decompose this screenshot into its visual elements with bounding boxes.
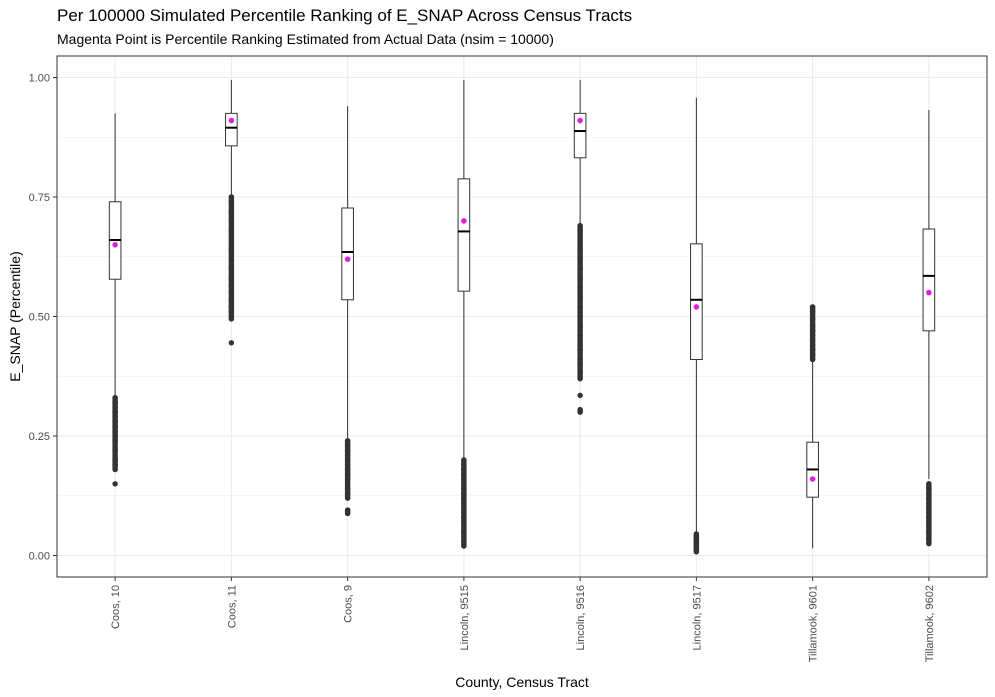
box-iqr [690,243,703,361]
actual-data-point [809,476,816,482]
axis-layer: 0.00 0.25 0.50 0.75 1.00 Coos, 10 Coos, 11 Coos… [29,73,936,663]
x-tick-label: Tillamook, 9601 [808,585,820,662]
x-tick-label: Coos, 10 [110,585,122,629]
box-group [457,79,471,549]
box-group [108,113,122,487]
outlier-point [577,392,583,399]
box-group [225,79,238,346]
box-iqr [573,112,587,159]
box-group [806,304,819,549]
actual-data-point [112,242,118,248]
box-iqr [225,112,238,147]
x-tick-label: Coos, 9 [343,585,355,623]
chart-title: Per 100000 Simulated Percentile Ranking … [57,6,633,25]
box-iqr [922,228,936,332]
grid-layer [57,56,987,577]
chart-subtitle: Magenta Point is Percentile Ranking Esti… [57,31,554,47]
y-tick-label: 0.25 [29,431,50,443]
x-tick-label: Coos, 11 [226,585,238,628]
box-group [922,110,936,547]
y-tick-label: 1.00 [29,73,50,85]
x-tick-label: Lincoln, 9516 [575,585,587,650]
box-group [690,97,703,555]
box-iqr [457,178,471,292]
y-axis-title: E_SNAP (Percentile) [7,251,23,381]
box-layer [108,79,936,555]
y-tick-label: 0.75 [29,192,50,204]
x-tick-label: Lincoln, 9515 [459,585,471,650]
x-tick-label: Tillamook, 9602 [924,585,936,662]
actual-data-point [461,218,467,224]
actual-data-point [577,117,583,124]
actual-data-point [228,117,235,124]
actual-data-point [926,289,932,296]
outlier-point [112,481,118,487]
actual-data-point [344,256,351,262]
x-tick-label: Lincoln, 9517 [691,585,703,650]
box-group [341,106,354,517]
box-group [573,79,587,415]
y-tick-label: 0.00 [29,550,50,562]
outlier-point [228,340,235,346]
x-axis-title: County, Census Tract [455,674,589,690]
y-tick-label: 0.50 [29,312,50,324]
actual-data-point [693,304,700,310]
box-iqr [341,207,354,301]
